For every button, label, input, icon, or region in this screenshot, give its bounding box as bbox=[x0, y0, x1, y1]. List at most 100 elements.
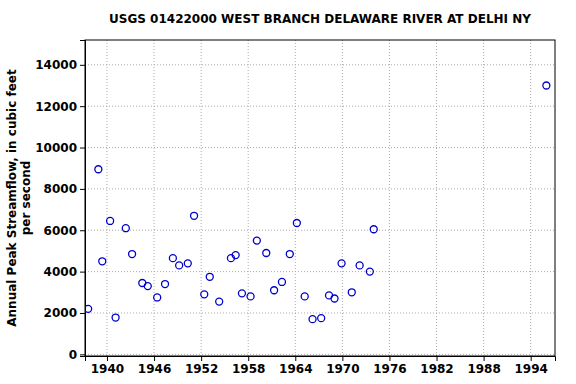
point bbox=[338, 260, 345, 267]
grid-line-y bbox=[85, 271, 555, 272]
grid-line-y bbox=[85, 147, 555, 148]
point bbox=[154, 294, 161, 301]
point bbox=[184, 260, 191, 267]
point bbox=[238, 290, 245, 297]
grid-line-y bbox=[85, 354, 555, 355]
point bbox=[331, 295, 338, 302]
grid-line-x bbox=[201, 40, 202, 356]
tick-mark bbox=[80, 148, 85, 149]
tick: 6000 bbox=[44, 224, 85, 238]
grid-line-x bbox=[154, 40, 155, 356]
tick: 10000 bbox=[35, 141, 85, 155]
title: USGS 01422000 WEST BRANCH DELAWARE RIVER… bbox=[109, 12, 531, 26]
point bbox=[129, 251, 136, 258]
point bbox=[301, 293, 308, 300]
point bbox=[293, 220, 300, 227]
tick-mark bbox=[437, 356, 438, 361]
grid-line-x bbox=[106, 40, 107, 356]
grid-line-y bbox=[85, 230, 555, 231]
tick: 1952 bbox=[185, 356, 218, 376]
point bbox=[176, 262, 183, 269]
tick-mark bbox=[201, 356, 202, 361]
tick-label: 1958 bbox=[232, 362, 265, 376]
x-axis: 1940 1946 1952 1958 1964 1970 1976 1982 1988 1994 bbox=[86, 356, 556, 376]
point bbox=[99, 258, 106, 265]
grid-line-y bbox=[85, 312, 555, 313]
point bbox=[356, 262, 363, 269]
tick-mark bbox=[80, 313, 85, 314]
grid-line-y bbox=[85, 106, 555, 107]
tick-label: 2000 bbox=[44, 306, 77, 320]
point bbox=[253, 237, 260, 244]
tick: 2000 bbox=[44, 306, 85, 320]
tick: 1970 bbox=[326, 356, 359, 376]
grid-line-x bbox=[248, 40, 249, 356]
tick-mark bbox=[80, 354, 85, 355]
axis-line bbox=[86, 357, 556, 362]
point bbox=[206, 273, 213, 280]
tick: 4000 bbox=[44, 265, 85, 279]
point bbox=[107, 217, 114, 224]
tick-label: 1988 bbox=[467, 362, 500, 376]
tick-label: 1970 bbox=[326, 362, 359, 376]
tick: 1976 bbox=[373, 356, 406, 376]
tick-mark bbox=[531, 356, 532, 361]
grid-line-y bbox=[85, 64, 555, 65]
point bbox=[543, 82, 550, 89]
tick: 1946 bbox=[138, 356, 171, 376]
plot-frame bbox=[85, 40, 555, 356]
tick-label: 10000 bbox=[35, 141, 77, 155]
point bbox=[348, 289, 355, 296]
point bbox=[162, 281, 169, 288]
point bbox=[309, 316, 316, 323]
tick-label: 14000 bbox=[35, 58, 77, 72]
y-axis-label: Annual Peak Streamflow, in cubic feetper… bbox=[5, 69, 33, 327]
tick-label: 1952 bbox=[185, 362, 218, 376]
point bbox=[85, 305, 92, 312]
tick-mark bbox=[248, 356, 249, 361]
chart: 1940 1946 1952 1958 1964 1970 1976 1982 1988 1994… bbox=[0, 0, 576, 384]
point bbox=[201, 291, 208, 298]
point bbox=[263, 250, 270, 257]
tick-mark bbox=[389, 356, 390, 361]
tick: 1940 bbox=[91, 356, 124, 376]
tick-mark bbox=[154, 356, 155, 361]
axis-line bbox=[80, 41, 86, 357]
tick: 12000 bbox=[35, 100, 85, 114]
point bbox=[278, 278, 285, 285]
tick-mark bbox=[80, 272, 85, 273]
point bbox=[318, 315, 325, 322]
tick: 1988 bbox=[467, 356, 500, 376]
tick-label: 12000 bbox=[35, 100, 77, 114]
point bbox=[112, 314, 119, 321]
tick-mark bbox=[484, 356, 485, 361]
tick-mark bbox=[80, 106, 85, 107]
tick: 1982 bbox=[420, 356, 453, 376]
tick-label: 6000 bbox=[44, 224, 77, 238]
tick: 1994 bbox=[514, 356, 547, 376]
tick-label: 1940 bbox=[91, 362, 124, 376]
tick-mark bbox=[342, 356, 343, 361]
tick-label: 1982 bbox=[420, 362, 453, 376]
point bbox=[271, 287, 278, 294]
grid-line-x bbox=[530, 40, 531, 356]
grid-line-x bbox=[436, 40, 437, 356]
point bbox=[247, 293, 254, 300]
tick-label: 1964 bbox=[279, 362, 312, 376]
tick-label: 4000 bbox=[44, 265, 77, 279]
tick-label: 1976 bbox=[373, 362, 406, 376]
y-axis: 02000400060008000100001200014000 bbox=[35, 41, 85, 362]
tick-mark bbox=[295, 356, 296, 361]
tick-label: 1946 bbox=[138, 362, 171, 376]
grid-line-x bbox=[389, 40, 390, 356]
point bbox=[366, 268, 373, 275]
tick: 14000 bbox=[35, 58, 85, 72]
points bbox=[85, 82, 550, 323]
point bbox=[191, 212, 198, 219]
tick-label: 8000 bbox=[44, 182, 77, 196]
tick-label: 1994 bbox=[514, 362, 547, 376]
y-axis-label-line: per second bbox=[19, 161, 33, 236]
y-axis-label-line: Annual Peak Streamflow, in cubic feet bbox=[5, 69, 19, 327]
point bbox=[370, 226, 377, 233]
tick: 1958 bbox=[232, 356, 265, 376]
